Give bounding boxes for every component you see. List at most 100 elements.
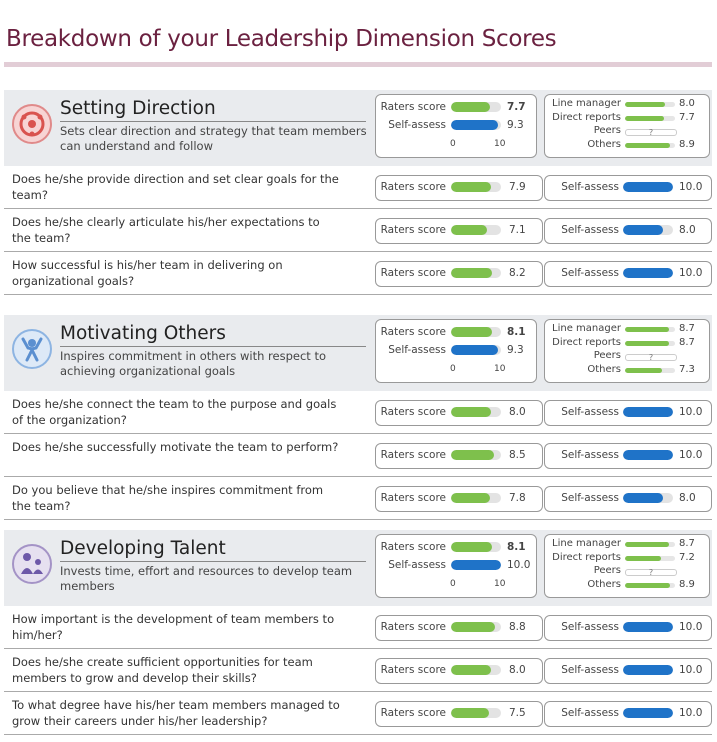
direct-reports-bar [625,340,675,346]
line-manager-label: Line manager [552,538,621,549]
raters-score-value: 8.8 [509,621,526,633]
summary-score-box: Raters score 8.1 Self-assess 10.0 0 10 [375,534,537,598]
dimension-section: Motivating Others Inspires commitment in … [4,315,712,520]
self-assess-bar [623,622,673,632]
direct-reports-bar [625,555,675,561]
rater-groups-box: Line manager 8.0 Direct reports 7.7 Peers? Ot… [544,94,710,158]
question-raters-box: Raters score 7.8 [375,486,543,512]
direct-reports-label: Direct reports [552,336,621,348]
raters-score-bar-fill [451,327,492,337]
raters-score-bar-fill [451,102,490,112]
others-bar [625,367,675,373]
raters-score-bar-fill [451,622,495,632]
self-assess-label: Self-assess [561,224,619,236]
raters-score-bar [451,708,501,718]
raters-score-label: Raters score [380,664,446,676]
raters-score-bar-fill [451,450,494,460]
raters-score-bar [451,622,501,632]
question-row: Does he/she provide direction and set cl… [4,166,712,209]
peers-label: Peers [593,565,621,576]
self-assess-bar-fill [451,345,498,355]
question-self-box: Self-assess 8.0 [544,218,712,244]
question-text: Does he/she successfully motivate the te… [12,440,339,454]
self-assess-bar-fill [623,182,673,192]
question-text: Does he/she create sufficient opportunit… [12,655,313,685]
raters-score-value: 8.1 [507,326,526,338]
line-manager-value: 8.7 [679,323,695,334]
others-label: Others [587,578,621,590]
raters-score-value: 8.5 [509,449,526,461]
self-assess-label: Self-assess [561,406,619,418]
scale-min-label: 0 [450,579,456,589]
raters-score-label: Raters score [380,449,446,461]
raters-score-bar [451,225,501,235]
self-assess-bar [451,345,501,355]
dimension-section: Developing Talent Invests time, effort an… [4,530,712,735]
others-bar-fill [625,367,662,373]
raters-score-bar-fill [451,225,487,235]
line-manager-bar-fill [625,327,669,332]
raters-score-bar-fill [451,493,490,503]
line-manager-label: Line manager [552,98,621,109]
self-assess-bar [451,560,501,570]
rater-groups-box: Line manager 8.7 Direct reports 8.7 Peers? Ot… [544,319,710,383]
line-manager-value: 8.7 [679,538,695,549]
raters-score-bar [451,542,501,552]
question-text: Do you believe that he/she inspires comm… [12,483,324,513]
self-assess-label: Self-assess [561,449,619,461]
direct-reports-bar-fill [625,115,664,121]
raters-score-label: Raters score [380,224,446,236]
target-people-icon [12,104,52,144]
self-assess-bar-fill [623,665,673,675]
question-row: Does he/she successfully motivate the te… [4,434,712,477]
question-self-box: Self-assess 10.0 [544,701,712,727]
peers-no-data: ? [625,354,677,362]
self-assess-value: 10.0 [679,181,703,193]
question-text: Does he/she connect the team to the purp… [12,397,337,427]
question-row: How successful is his/her team in delive… [4,252,712,295]
raters-score-bar [451,665,501,675]
section-title-rule [60,561,366,562]
question-text: How important is the development of team… [12,612,335,642]
self-assess-bar-fill [623,268,673,278]
question-raters-box: Raters score 8.5 [375,443,543,469]
raters-score-value: 7.7 [507,101,526,113]
section-description: Sets clear direction and strategy that t… [60,124,367,153]
raters-score-bar-fill [451,708,489,718]
self-assess-bar-fill [623,450,673,460]
direct-reports-value: 7.7 [679,111,695,123]
raters-score-bar [451,268,501,278]
raters-score-bar-fill [451,268,492,278]
direct-reports-label: Direct reports [552,551,621,563]
raters-score-bar [451,102,501,112]
line-manager-bar-fill [625,542,669,547]
title-divider [4,62,712,67]
question-self-box: Self-assess 10.0 [544,443,712,469]
raters-score-label: Raters score [380,326,446,338]
others-bar [625,582,675,588]
raters-score-value: 7.9 [509,181,526,193]
cheering-person-icon [12,329,52,369]
self-assess-bar-fill [623,225,663,235]
others-value: 7.3 [679,363,695,375]
question-text: Does he/she clearly articulate his/her e… [12,215,320,245]
raters-score-bar [451,493,501,503]
question-row: To what degree have his/her team members… [4,692,712,735]
self-assess-value: 9.3 [507,344,524,356]
self-assess-bar [623,268,673,278]
section-title: Motivating Others [60,323,226,344]
scale-max-label: 10 [494,364,506,374]
question-text: How successful is his/her team in delive… [12,258,283,288]
others-value: 8.9 [679,138,695,150]
raters-score-value: 7.8 [509,492,526,504]
raters-score-bar [451,182,501,192]
raters-score-bar [451,450,501,460]
raters-score-bar [451,407,501,417]
line-manager-bar [625,327,675,332]
self-assess-label: Self-assess [561,492,619,504]
self-assess-label: Self-assess [561,707,619,719]
peers-label: Peers [593,125,621,136]
question-row: How important is the development of team… [4,606,712,649]
self-assess-bar [451,120,501,130]
peers-no-data: ? [625,129,677,137]
